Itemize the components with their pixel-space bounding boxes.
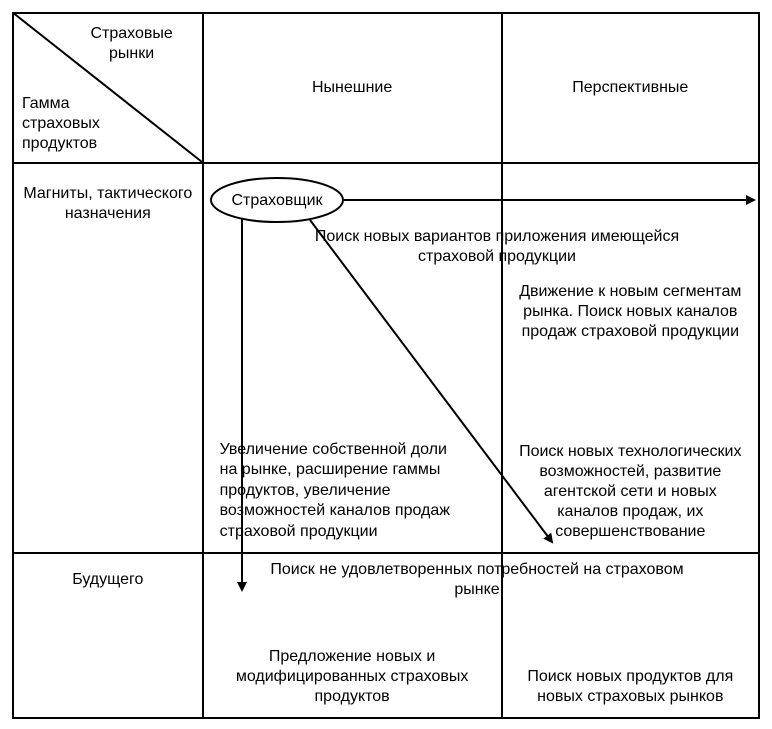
cell-r1c2: Движение к новым сегментам рынка. Поиск … — [502, 163, 759, 553]
row-header-1-label: Магниты, тактического назначения — [22, 184, 194, 224]
r1c2-top-text: Движение к новым сегментам рынка. Поиск … — [515, 282, 745, 342]
cell-r2c1: Предложение новых и модифицированных стр… — [203, 553, 502, 718]
header-top-label: Страховые рынки — [72, 24, 192, 64]
diagram-canvas: Страховые рынки Гамма страховых продукто… — [0, 0, 772, 729]
r1c1-text: Увеличение собственной доли на рынке, ра… — [220, 440, 460, 542]
row-header-1: Магниты, тактического назначения — [13, 163, 203, 553]
r1c2-bot-text: Поиск новых технологических возможностей… — [515, 442, 745, 542]
matrix-table: Страховые рынки Гамма страховых продукто… — [12, 12, 760, 719]
row-header-2-label: Будущего — [22, 570, 194, 590]
row-header-2: Будущего — [13, 553, 203, 718]
r2c2-text: Поиск новых продуктов для новых страховы… — [515, 667, 745, 707]
header-bottom-label: Гамма страховых продуктов — [22, 94, 142, 154]
r2c1-text: Предложение новых и модифицированных стр… — [222, 647, 482, 707]
cell-r2c2: Поиск новых продуктов для новых страховы… — [502, 553, 759, 718]
header-split-cell: Страховые рынки Гамма страховых продукто… — [13, 13, 203, 163]
col-header-1: Нынешние — [203, 13, 502, 163]
col-header-2: Перспективные — [502, 13, 759, 163]
cell-r1c1: Увеличение собственной доли на рынке, ра… — [203, 163, 502, 553]
